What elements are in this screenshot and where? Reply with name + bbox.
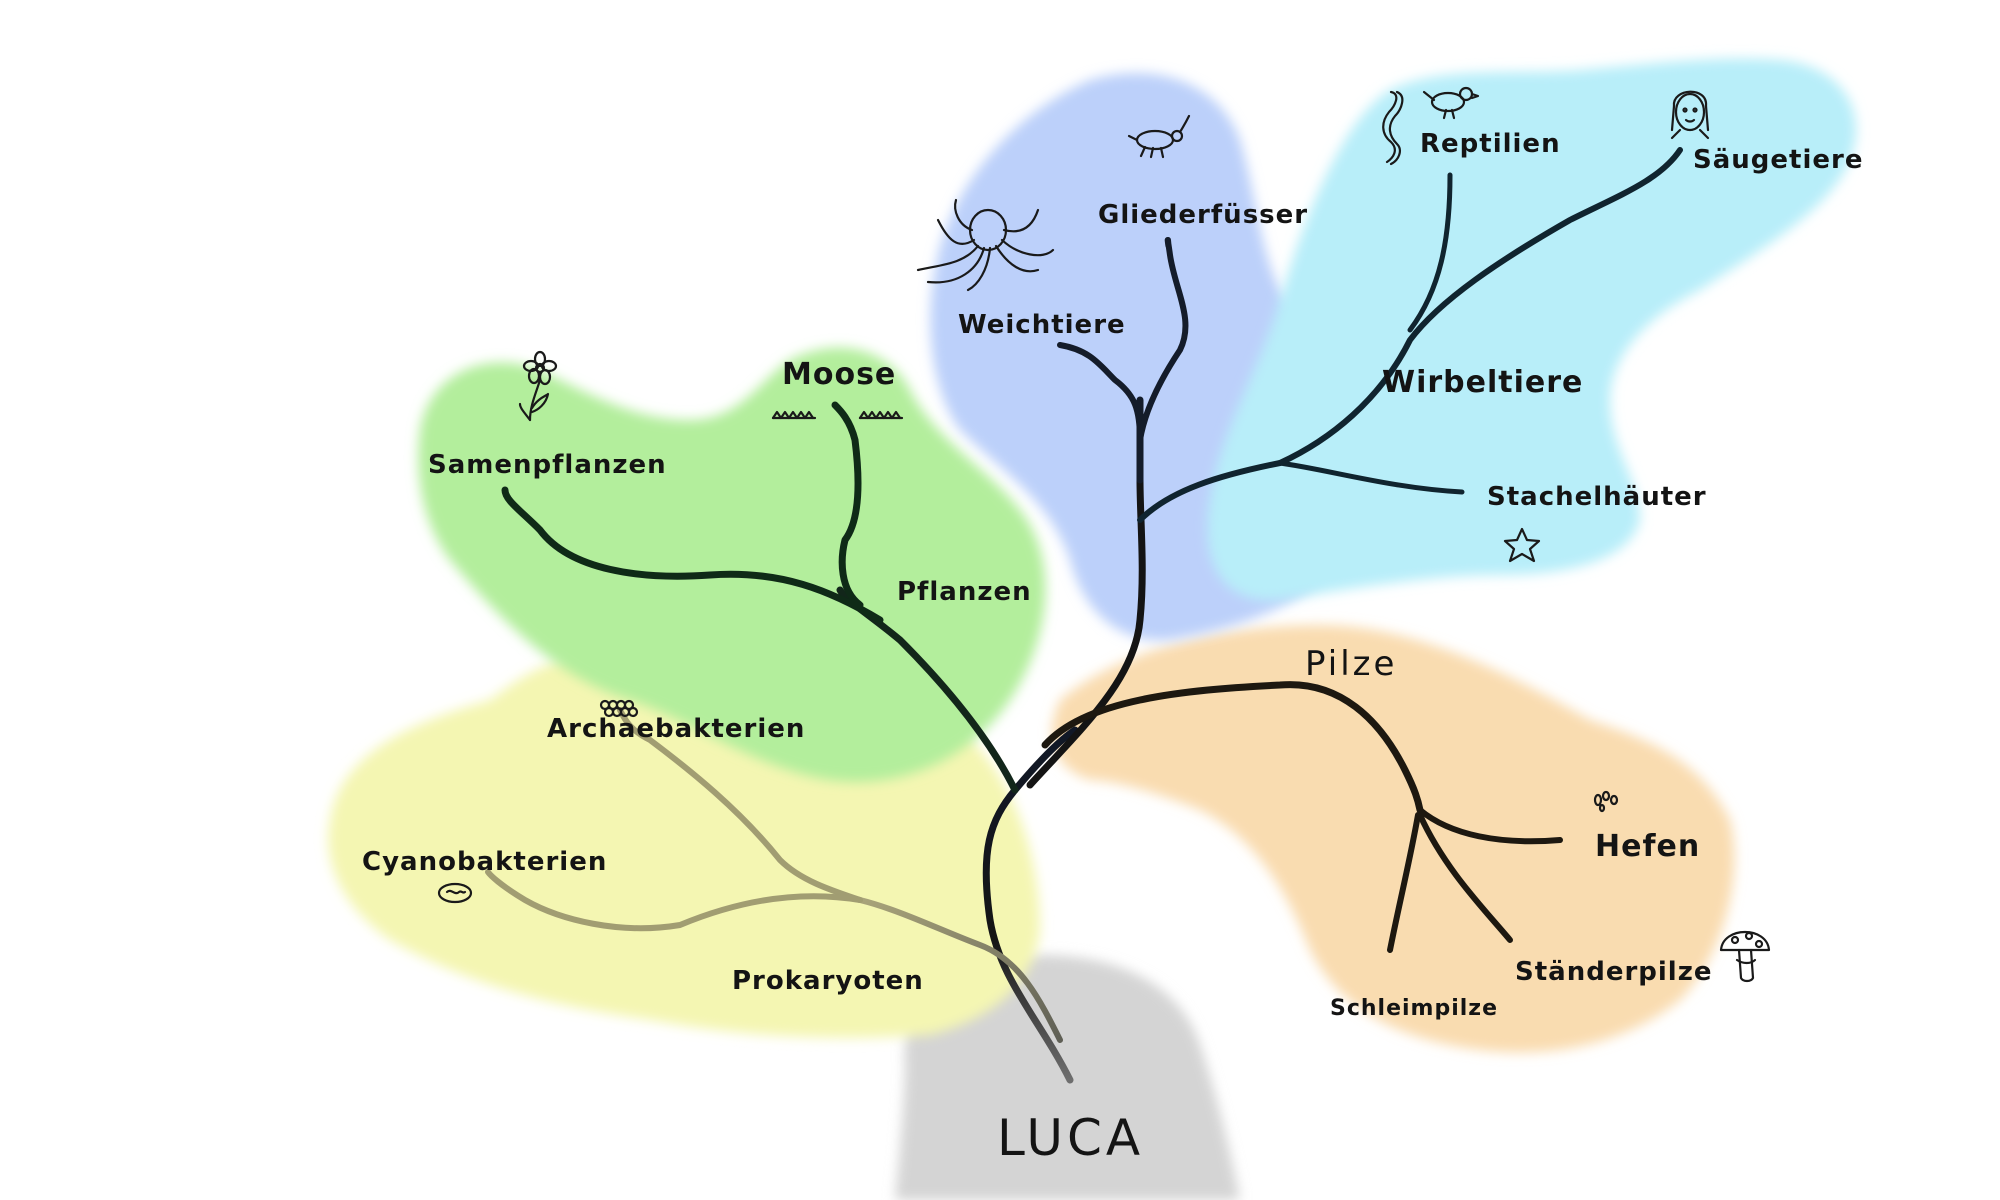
seed-plant-label: Samenpflanzen (428, 450, 667, 480)
snake-icon (1382, 90, 1404, 166)
octopus-icon (916, 198, 1055, 292)
bird-icon (1422, 86, 1480, 120)
moss-branch (831, 401, 864, 609)
plant-region (418, 347, 1046, 782)
basidio-branch (1417, 812, 1513, 943)
labels: LUCA Prokaryoten Archaebakterien Cyanoba… (362, 129, 1863, 1167)
echinoderm-branch (1277, 460, 1465, 495)
animal-branch (1026, 476, 1146, 789)
echinoderm-label: Stachelhäuter (1487, 482, 1707, 512)
seed-plant-branch (501, 486, 884, 624)
fungi-label: Pilze (1305, 644, 1397, 684)
human-face-icon (1670, 90, 1710, 140)
cyanobacterium-icon (437, 882, 473, 904)
color-regions (328, 58, 1857, 1200)
grass-icon (858, 410, 904, 420)
yeast-branch (1417, 807, 1563, 845)
starfish-icon (1503, 527, 1541, 563)
cell-cluster-icon (599, 699, 639, 718)
fungi-branch (1041, 681, 1424, 814)
luca-label: LUCA (997, 1109, 1144, 1167)
branches (485, 147, 1683, 1084)
cyano-label: Cyanobakterien (362, 847, 607, 877)
arthropod-label: Gliederfüsser (1098, 200, 1308, 230)
prokaryote-label: Prokaryoten (732, 966, 924, 996)
slime-branch (1387, 812, 1421, 953)
moss-label: Moose (782, 357, 896, 392)
archaea-label: Archaebakterien (547, 714, 805, 744)
reptile-branch (1407, 172, 1453, 333)
beetle-icon (1127, 114, 1191, 159)
fungi-region (1051, 625, 1735, 1053)
vertebrate-label: Wirbeltiere (1382, 365, 1583, 400)
basidio-label: Ständerpilze (1515, 957, 1712, 987)
mollusk-branch (1057, 342, 1143, 443)
mammal-label: Säugetiere (1693, 145, 1863, 175)
icons (437, 86, 1771, 983)
cyano-branch (485, 869, 863, 932)
mushroom-icon (1719, 930, 1771, 983)
yeast-cells-icon (1593, 790, 1619, 813)
reptile-label: Reptilien (1420, 129, 1561, 159)
plant-label: Pflanzen (897, 577, 1032, 607)
arthropod-branch (1137, 237, 1189, 443)
flower-icon (518, 350, 558, 422)
archaea-branch (617, 707, 863, 903)
trunk-branch (982, 726, 1079, 1084)
yeast-label: Hefen (1595, 829, 1700, 864)
grass-icon (771, 410, 817, 420)
prokaryote-branch (857, 897, 1063, 1043)
deuterostome-branch (1137, 460, 1283, 523)
slime-label: Schleimpilze (1330, 996, 1498, 1021)
animal-region-cyan (1207, 58, 1857, 601)
mollusk-label: Weichtiere (958, 310, 1126, 340)
vertebrate-branch (1277, 147, 1683, 466)
